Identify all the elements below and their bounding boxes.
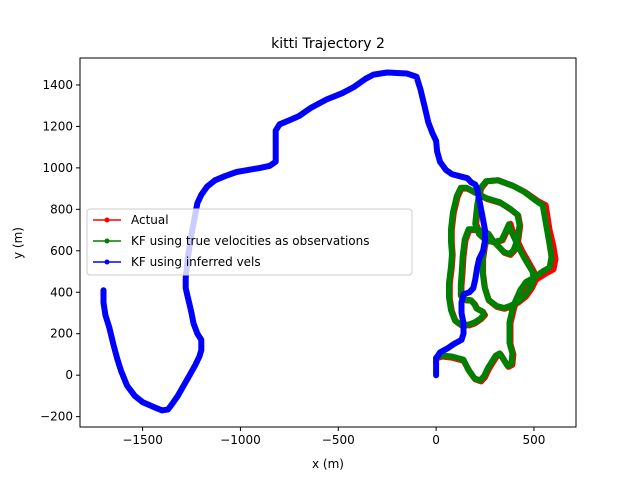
x-tick-label: −1000 [220,433,261,447]
y-tick-label: 200 [50,327,73,341]
y-axis-label: y (m) [11,227,25,259]
y-tick-label: 1400 [42,78,73,92]
legend-marker-0 [104,217,110,223]
x-tick-label: −500 [322,433,355,447]
y-tick-label: 600 [50,244,73,258]
series-line-2 [100,69,488,414]
y-tick-label: 400 [50,285,73,299]
legend-label-1: KF using true velocities as observations [131,234,369,248]
axes-frame [79,57,577,428]
legend-marker-2 [104,259,110,265]
y-tick-label: 800 [50,202,73,216]
x-axis-label: x (m) [312,457,344,471]
legend-label-2: KF using inferred vels [131,255,261,269]
y-ticks: −200 0 200 400 600 800 1000 1200 1400 [40,78,80,424]
y-tick-label: −200 [40,410,73,424]
x-tick-label: −1500 [122,433,163,447]
y-tick-label: 1200 [42,119,73,133]
y-tick-label: 1000 [42,161,73,175]
legend-box [86,208,413,276]
x-tick-label: 500 [522,433,545,447]
x-tick-label: 0 [432,433,440,447]
chart-title: kitti Trajectory 2 [271,36,385,52]
legend-entries: Actual KF using true velocities as observ… [93,213,369,269]
x-ticks: −1500 −1000 −500 0 500 [122,427,545,447]
legend-marker-1 [104,238,110,244]
legend-label-0: Actual [131,213,169,227]
series-layer [100,69,559,414]
legend: Actual KF using true velocities as observ… [86,208,413,276]
series-line-1 [433,177,555,384]
y-tick-label: 0 [65,368,73,382]
